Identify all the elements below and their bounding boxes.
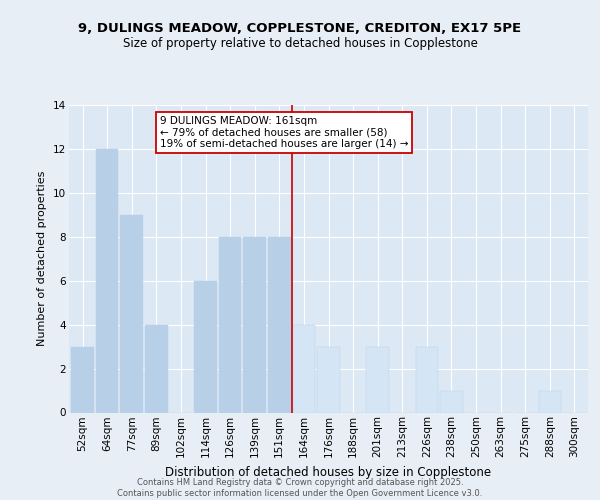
Bar	[121, 215, 143, 412]
Bar	[416, 346, 438, 412]
Bar	[539, 390, 561, 412]
Bar	[440, 390, 463, 412]
Bar	[71, 346, 94, 412]
Bar	[194, 280, 217, 412]
Bar	[317, 346, 340, 412]
Bar	[293, 324, 315, 412]
Text: 9, DULINGS MEADOW, COPPLESTONE, CREDITON, EX17 5PE: 9, DULINGS MEADOW, COPPLESTONE, CREDITON…	[79, 22, 521, 36]
Bar	[244, 237, 266, 412]
X-axis label: Distribution of detached houses by size in Copplestone: Distribution of detached houses by size …	[166, 466, 491, 478]
Bar	[268, 237, 290, 412]
Bar	[96, 149, 118, 412]
Bar	[367, 346, 389, 412]
Bar	[219, 237, 241, 412]
Bar	[145, 324, 167, 412]
Text: Contains HM Land Registry data © Crown copyright and database right 2025.
Contai: Contains HM Land Registry data © Crown c…	[118, 478, 482, 498]
Text: 9 DULINGS MEADOW: 161sqm
← 79% of detached houses are smaller (58)
19% of semi-d: 9 DULINGS MEADOW: 161sqm ← 79% of detach…	[160, 116, 409, 149]
Y-axis label: Number of detached properties: Number of detached properties	[37, 171, 47, 346]
Text: Size of property relative to detached houses in Copplestone: Size of property relative to detached ho…	[122, 38, 478, 51]
